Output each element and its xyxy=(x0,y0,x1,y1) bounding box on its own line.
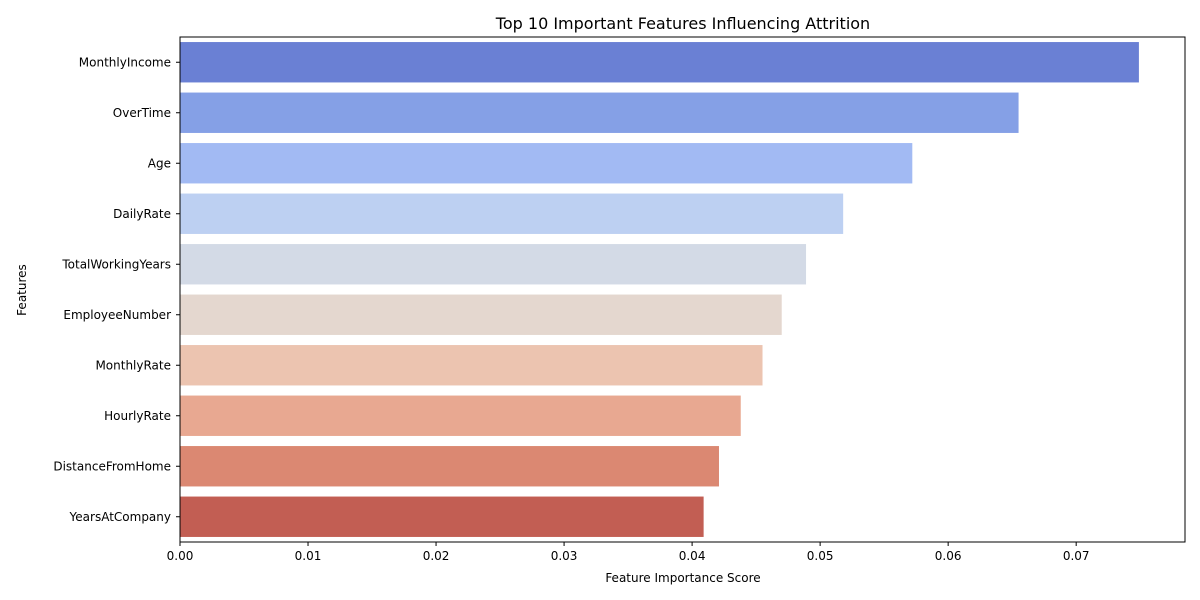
x-tick-label: 0.07 xyxy=(1063,549,1090,563)
y-tick-label: MonthlyRate xyxy=(95,358,171,372)
bar-MonthlyIncome xyxy=(180,42,1139,83)
bar-HourlyRate xyxy=(180,395,741,436)
x-tick-label: 0.05 xyxy=(807,549,834,563)
y-axis-label: Features xyxy=(15,264,29,316)
x-axis: 0.00 0.01 0.02 0.03 0.04 0.05 0.06 0.07 xyxy=(167,542,1090,563)
bar-MonthlyRate xyxy=(180,345,763,386)
x-tick-label: 0.04 xyxy=(679,549,706,563)
y-tick-label: DailyRate xyxy=(113,207,171,221)
plot-frame xyxy=(179,36,1186,543)
bar-Age xyxy=(180,143,913,184)
bar-DailyRate xyxy=(180,193,844,234)
bar-DistanceFromHome xyxy=(180,446,719,487)
y-tick-label: MonthlyIncome xyxy=(79,55,171,69)
x-axis-label: Feature Importance Score xyxy=(605,571,760,585)
y-axis: MonthlyIncome OverTime Age DailyRate TotalWo… xyxy=(53,55,180,524)
y-tick-label: HourlyRate xyxy=(104,409,171,423)
x-tick-label: 0.00 xyxy=(167,549,194,563)
bar-OverTime xyxy=(180,92,1019,133)
bar-YearsAtCompany xyxy=(180,496,704,537)
y-tick-label: Age xyxy=(148,156,171,170)
x-tick-label: 0.01 xyxy=(295,549,322,563)
y-tick-label: OverTime xyxy=(113,106,171,120)
y-tick-label: TotalWorkingYears xyxy=(61,257,171,271)
bars-layer xyxy=(180,42,1139,537)
x-tick-label: 0.02 xyxy=(423,549,450,563)
y-tick-label: DistanceFromHome xyxy=(53,459,171,473)
chart-title: Top 10 Important Features Influencing At… xyxy=(495,14,870,33)
y-tick-label: EmployeeNumber xyxy=(63,308,171,322)
bar-TotalWorkingYears xyxy=(180,244,807,285)
y-tick-label: YearsAtCompany xyxy=(69,510,171,524)
bar-EmployeeNumber xyxy=(180,294,782,335)
x-tick-label: 0.03 xyxy=(551,549,578,563)
x-tick-label: 0.06 xyxy=(935,549,962,563)
